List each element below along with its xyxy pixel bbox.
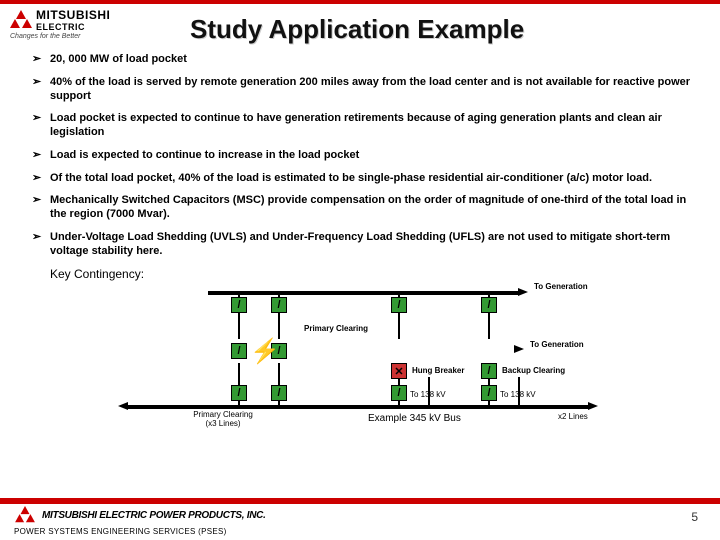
mitsubishi-icon [10, 10, 32, 30]
bullet-item: Load is expected to continue to increase… [32, 149, 694, 163]
bullet-item: Mechanically Switched Capacitors (MSC) p… [32, 194, 694, 222]
mitsubishi-icon [15, 506, 35, 524]
page-number: 5 [691, 510, 698, 524]
brand-name: MITSUBISHI [36, 8, 110, 22]
arrow-icon [518, 288, 528, 296]
fault-icon: ⚡ [250, 337, 280, 366]
arrow-icon [588, 402, 598, 410]
header: MITSUBISHI ELECTRIC Changes for the Bett… [0, 4, 720, 45]
breaker-icon: / [271, 297, 287, 313]
top-bus [208, 291, 518, 295]
page-title: Study Application Example [190, 14, 524, 45]
breaker-icon: / [391, 385, 407, 401]
bullet-item: Of the total load pocket, 40% of the loa… [32, 172, 694, 186]
bus-label: Example 345 kV Bus [368, 413, 461, 424]
footer: MITSUBISHI ELECTRIC POWER PRODUCTS, INC.… [0, 503, 720, 536]
breaker-icon: / [231, 385, 247, 401]
brand-sub: ELECTRIC [36, 22, 110, 32]
x2-lines-label: x2 Lines [558, 413, 588, 422]
key-contingency-label: Key Contingency: [50, 267, 694, 281]
breaker-icon: / [391, 297, 407, 313]
bullet-item: 20, 000 MW of load pocket [32, 53, 694, 67]
breaker-icon: / [481, 297, 497, 313]
footer-subtitle: POWER SYSTEMS ENGINEERING SERVICES (PSES… [14, 527, 706, 536]
to-138kv-label: To 138 kV [500, 391, 536, 400]
to-generation-label: To Generation [534, 283, 588, 292]
arrow-icon [514, 345, 524, 353]
backup-clearing-label: Backup Clearing [502, 367, 565, 376]
primary-clearing-label: Primary Clearing [304, 325, 368, 334]
to-138kv-label: To 138 kV [410, 391, 446, 400]
breaker-icon: / [481, 385, 497, 401]
bullet-item: 40% of the load is served by remote gene… [32, 76, 694, 104]
hung-breaker-label: Hung Breaker [412, 367, 464, 376]
breaker-icon: / [231, 343, 247, 359]
bullet-item: Under-Voltage Load Shedding (UVLS) and U… [32, 231, 694, 259]
brand-logo: MITSUBISHI ELECTRIC Changes for the Bett… [10, 8, 140, 40]
breaker-icon: / [481, 363, 497, 379]
arrow-icon [118, 402, 128, 410]
bullet-item: Load pocket is expected to continue to h… [32, 112, 694, 140]
bottom-bus [128, 405, 588, 409]
primary-clearing-lines-label: Primary Clearing (x3 Lines) [188, 411, 258, 429]
hung-breaker-icon: ✕ [391, 363, 407, 379]
footer-brand: MITSUBISHI ELECTRIC POWER PRODUCTS, INC. [42, 510, 266, 521]
breaker-icon: / [231, 297, 247, 313]
content: 20, 000 MW of load pocket 40% of the loa… [0, 45, 720, 445]
brand-tagline: Changes for the Better [10, 33, 80, 40]
one-line-diagram: To Generation / / / / / / ⚡ Primary Clea… [118, 285, 608, 445]
breaker-icon: / [271, 385, 287, 401]
to-generation-label: To Generation [530, 341, 584, 350]
bullet-list: 20, 000 MW of load pocket 40% of the loa… [32, 53, 694, 258]
